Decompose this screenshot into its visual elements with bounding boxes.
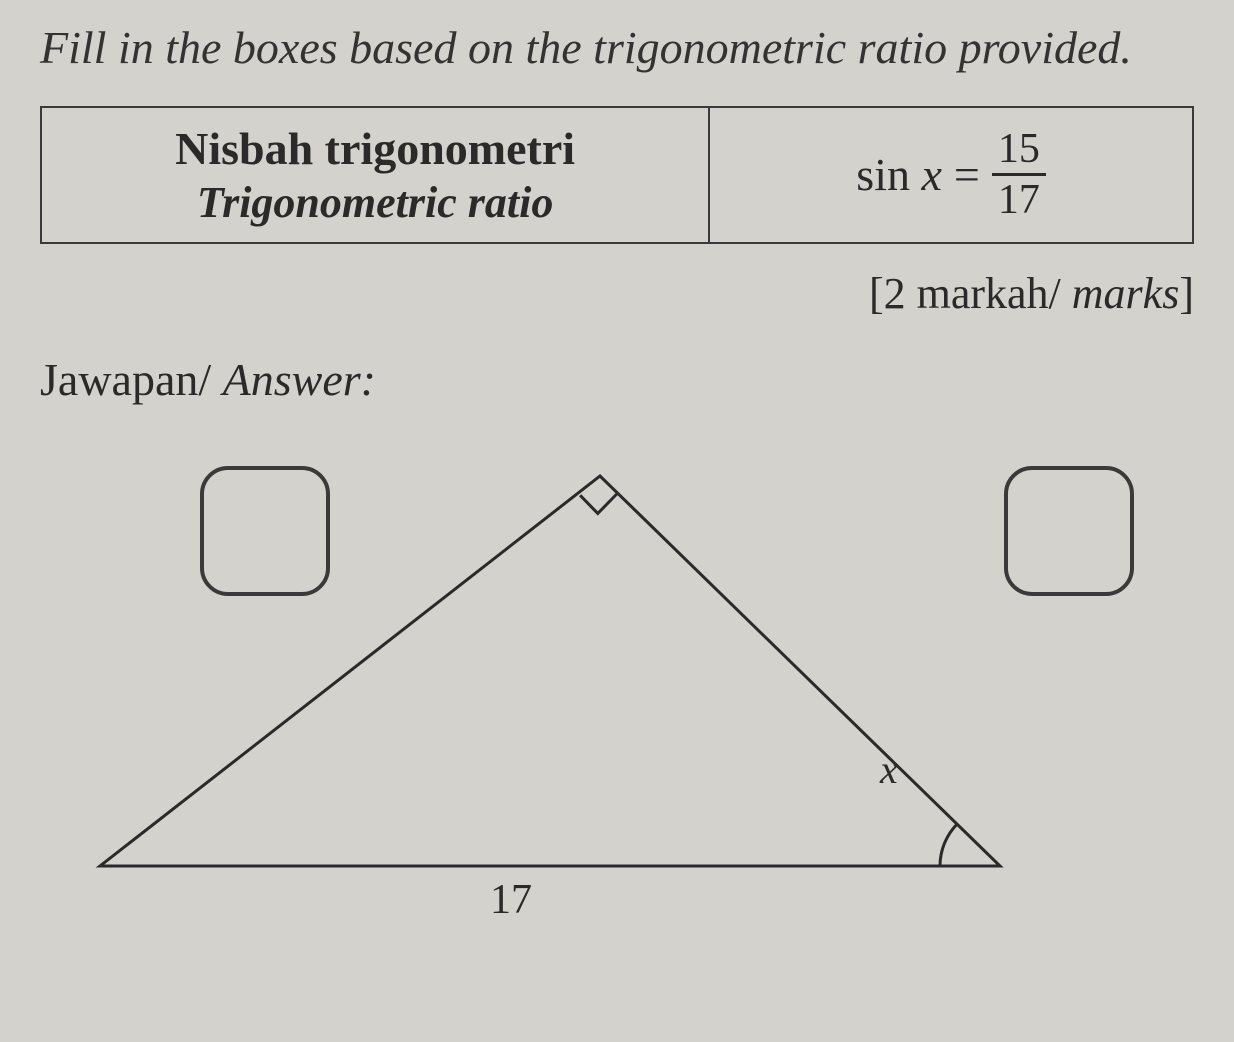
ratio-label-cell: Nisbah trigonometri Trigonometric ratio [41, 107, 709, 243]
equals-sign: = [954, 148, 980, 201]
answer-label: Jawapan/ Answer: [40, 353, 1194, 406]
angle-x-label: x [880, 746, 898, 793]
sin-fn: sin [856, 149, 910, 200]
table-row: Nisbah trigonometri Trigonometric ratio … [41, 107, 1193, 243]
marks-normal: 2 markah/ [884, 269, 1061, 318]
triangle-diagram [40, 416, 1190, 936]
worksheet-page: Fill in the boxes based on the trigonome… [0, 0, 1234, 936]
ratio-label-italic: Trigonometric ratio [72, 177, 678, 228]
answer-label-normal: Jawapan/ [40, 354, 223, 405]
triangle-shape [100, 476, 1000, 866]
marks-italic: marks [1061, 269, 1180, 318]
instruction-text: Fill in the boxes based on the trigonome… [40, 18, 1194, 78]
marks-row: [2 markah/ marks] [40, 268, 1194, 319]
trig-ratio-table: Nisbah trigonometri Trigonometric ratio … [40, 106, 1194, 244]
answer-label-italic: Answer: [223, 354, 376, 405]
fraction: 15 17 [992, 127, 1046, 222]
triangle-base-label: 17 [490, 876, 532, 924]
diagram-area: x 17 [40, 416, 1194, 936]
bracket-close: ] [1179, 269, 1194, 318]
bracket-open: [ [869, 269, 884, 318]
right-angle-marker [580, 493, 617, 513]
angle-arc [940, 824, 957, 866]
sin-var: x [921, 149, 941, 200]
fraction-denominator: 17 [992, 173, 1046, 222]
ratio-value-cell: sin x = 15 17 [709, 107, 1193, 243]
fraction-numerator: 15 [992, 127, 1046, 173]
equation: sin x = 15 17 [856, 127, 1046, 222]
eq-function-var: sin x [856, 148, 942, 201]
ratio-label-bold: Nisbah trigonometri [72, 122, 678, 175]
